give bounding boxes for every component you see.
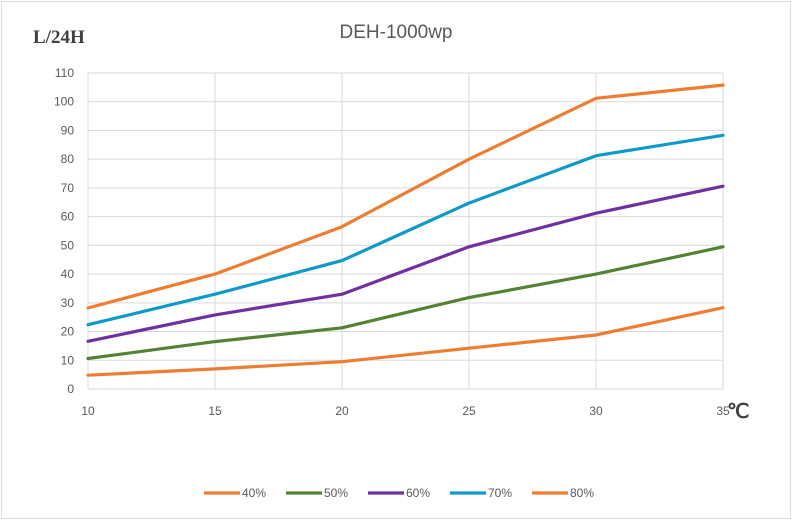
legend: 40% 50% 60% 70% 80% <box>204 486 594 500</box>
x-tick-label: 35 <box>716 404 730 418</box>
x-tick-label: 25 <box>462 404 476 418</box>
x-tick-label: 15 <box>208 404 222 418</box>
x-tick-label: 10 <box>81 404 95 418</box>
y-tick-label: 90 <box>61 123 75 137</box>
x-tick-label: 30 <box>589 404 603 418</box>
y-tick-label: 10 <box>61 353 75 367</box>
series-lines <box>86 83 725 377</box>
legend-item: 50% <box>286 486 348 500</box>
y-tick-label: 40 <box>61 267 75 281</box>
series-line-70pct <box>86 133 725 327</box>
axis-ticks: 0 10 20 30 40 50 60 70 80 90 100 110 10 15 20 25 30 35 <box>54 66 730 418</box>
legend-label: 40% <box>242 486 266 500</box>
legend-label: 50% <box>324 486 348 500</box>
x-axis-unit: ℃ <box>727 401 749 423</box>
series-line-80pct <box>86 83 725 310</box>
y-tick-label: 30 <box>61 296 75 310</box>
series-line-50pct <box>86 245 725 361</box>
x-tick-label: 20 <box>335 404 349 418</box>
y-tick-label: 70 <box>61 181 75 195</box>
legend-item: 70% <box>450 486 512 500</box>
y-tick-label: 0 <box>67 382 74 396</box>
y-tick-label: 100 <box>54 95 74 109</box>
series-line-40pct <box>86 306 725 377</box>
y-tick-label: 50 <box>61 238 75 252</box>
gridlines <box>87 72 724 390</box>
legend-label: 60% <box>406 486 430 500</box>
series-line-60pct <box>86 184 725 343</box>
chart-title: DEH-1000wp <box>340 22 453 43</box>
legend-item: 40% <box>204 486 266 500</box>
y-tick-label: 20 <box>61 325 75 339</box>
legend-label: 70% <box>488 486 512 500</box>
y-axis-label: L/24H <box>33 27 85 48</box>
legend-item: 60% <box>368 486 430 500</box>
y-tick-label: 110 <box>55 66 74 80</box>
y-tick-label: 80 <box>61 152 75 166</box>
legend-item: 80% <box>532 486 594 500</box>
legend-label: 80% <box>570 486 594 500</box>
y-tick-label: 60 <box>61 210 75 224</box>
